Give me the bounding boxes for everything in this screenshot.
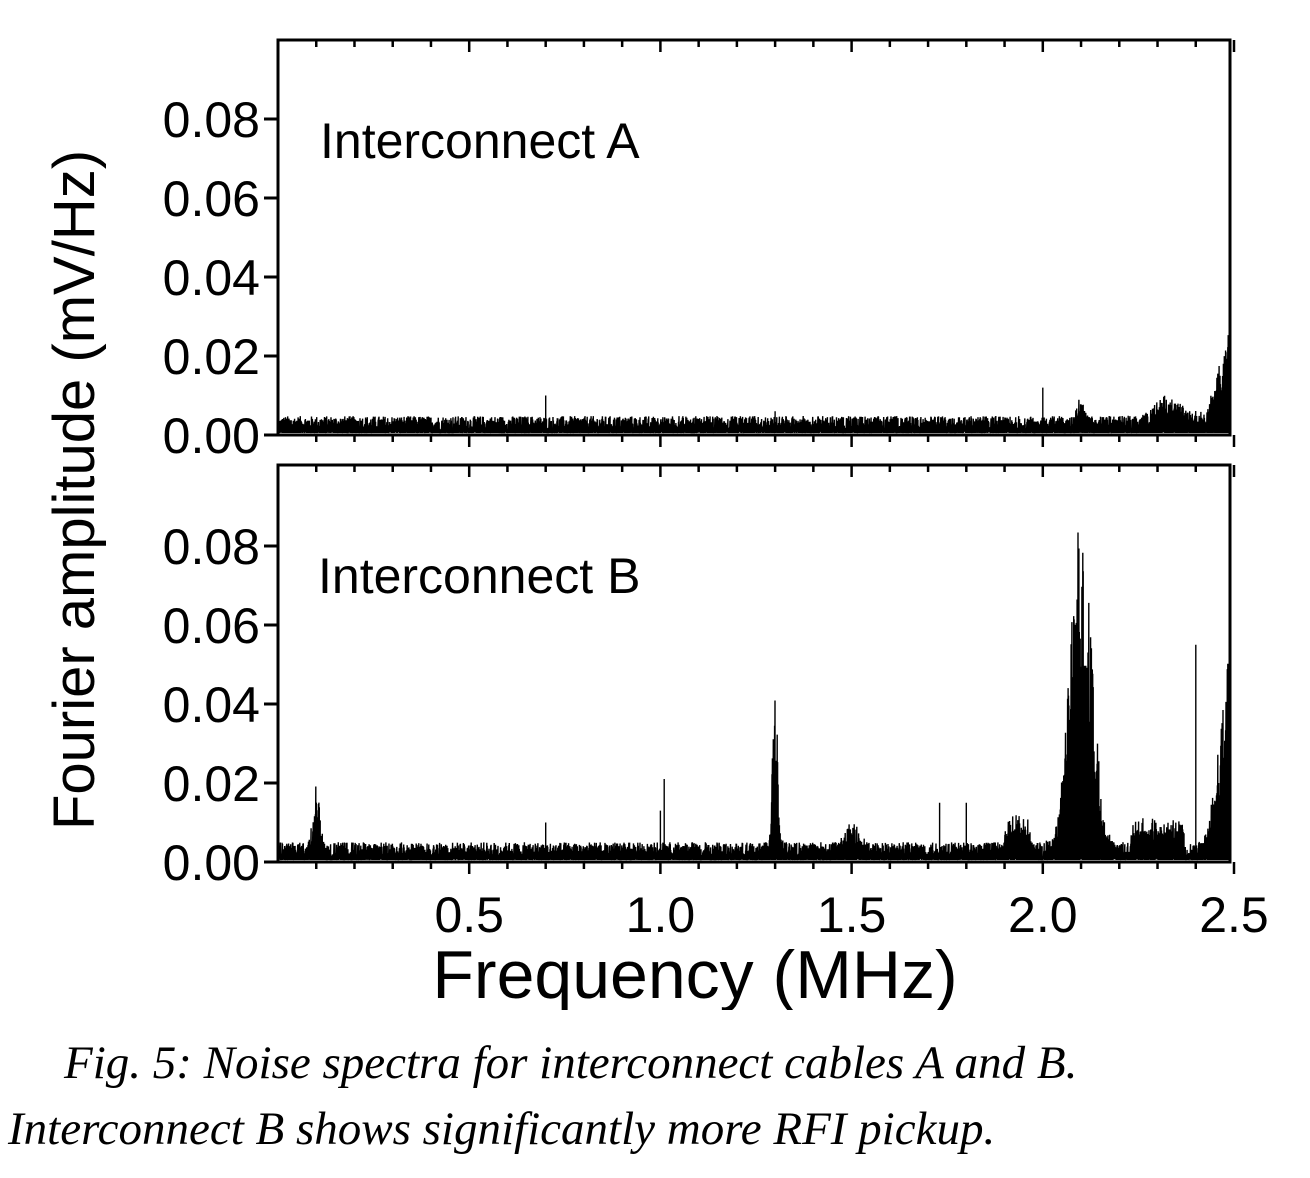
x-ticks: 0.5 1.0 1.5 2.0 2.5 [314, 465, 1269, 943]
y-ticks: 0.00 0.02 0.04 0.06 0.08 [163, 92, 278, 464]
panel-interconnect-a: 0.00 0.02 0.04 0.06 0.08 Interconnect A [163, 38, 1236, 464]
x-tick-label: 1.5 [817, 887, 887, 943]
y-tick-label: 0.04 [163, 250, 260, 306]
y-ticks: 0.00 0.02 0.04 0.06 0.08 [163, 519, 278, 891]
y-tick-label: 0.00 [163, 835, 260, 891]
x-tick-label: 1.0 [626, 887, 696, 943]
panel-label: Interconnect A [320, 113, 640, 169]
plot-frame [276, 463, 1232, 864]
figure-caption: Fig. 5: Noise spectra for interconnect c… [8, 1030, 1308, 1162]
y-tick-label: 0.08 [163, 92, 260, 148]
x-tick-label: 2.0 [1008, 887, 1078, 943]
x-ticks [314, 40, 1236, 447]
y-tick-label: 0.06 [163, 171, 260, 227]
y-tick-label: 0.06 [163, 598, 260, 654]
noise-spectra-figure: Fourier amplitude (mV/Hz) 0.000.020.040.… [42, 38, 1269, 1010]
y-tick-label: 0.04 [163, 677, 260, 733]
y-axis-title: Fourier amplitude (mV/Hz) [42, 150, 107, 830]
spectrum-trace [279, 532, 1229, 861]
x-tick-label: 2.5 [1199, 887, 1269, 943]
spectrum-trace [279, 335, 1229, 434]
y-tick-label: 0.02 [163, 329, 260, 385]
y-tick-label: 0.08 [163, 519, 260, 575]
plot-frame [276, 38, 1232, 437]
y-tick-label: 0.00 [163, 408, 260, 464]
panel-label: Interconnect B [318, 548, 640, 604]
x-axis-title: Frequency (MHz) [432, 937, 957, 1010]
caption-line-1: Fig. 5: Noise spectra for interconnect c… [64, 1037, 1078, 1089]
y-tick-label: 0.02 [163, 756, 260, 812]
caption-line-2: Interconnect B shows significantly more … [8, 1103, 996, 1155]
x-tick-label: 0.5 [434, 887, 504, 943]
panel-interconnect-b: 0.00 0.02 0.04 0.06 0.08 0.5 1.0 1.5 2.0 2.5 Int… [163, 463, 1269, 943]
